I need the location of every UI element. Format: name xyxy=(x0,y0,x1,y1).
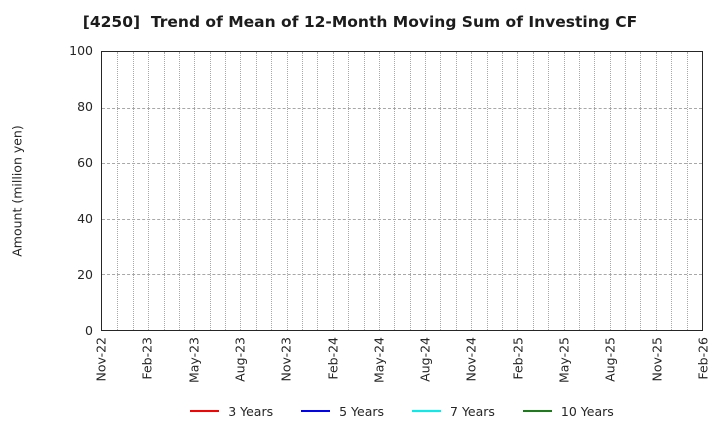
legend-line-swatch xyxy=(190,409,220,413)
x-tick-label: Nov-23 xyxy=(278,337,294,382)
legend-item-label: 7 Years xyxy=(450,403,495,419)
vertical-gridline xyxy=(302,52,303,330)
x-tick-label: Aug-23 xyxy=(232,337,248,382)
vertical-gridline xyxy=(178,52,180,330)
vertical-gridline xyxy=(455,52,457,330)
x-tick-label: Feb-24 xyxy=(325,337,341,380)
plot-area xyxy=(101,51,703,331)
vertical-gridline xyxy=(532,52,534,330)
x-tick-label: Feb-25 xyxy=(510,337,526,380)
vertical-gridline xyxy=(425,52,427,330)
chart-title: [4250] Trend of Mean of 12-Month Moving … xyxy=(82,13,638,31)
legend-item: 5 Years xyxy=(301,404,384,419)
vertical-gridline xyxy=(578,52,580,330)
vertical-gridline xyxy=(317,52,319,330)
vertical-gridline xyxy=(255,52,257,330)
vertical-gridline xyxy=(225,52,227,330)
y-tick-label: 40 xyxy=(77,211,93,226)
horizontal-gridline xyxy=(102,163,702,165)
legend-line-swatch xyxy=(412,409,442,413)
legend-item: 3 Years xyxy=(190,404,273,419)
vertical-gridline xyxy=(594,52,596,330)
legend-item-label: 10 Years xyxy=(560,403,614,419)
horizontal-gridline xyxy=(102,218,702,220)
x-tick-label: May-25 xyxy=(556,337,572,384)
x-tick-label: Nov-24 xyxy=(463,337,479,382)
vertical-gridline xyxy=(548,52,550,330)
x-tick-label: Feb-26 xyxy=(695,337,711,380)
legend: 3 Years 5 Years 7 Years 10 Years xyxy=(101,402,703,420)
legend-item: 10 Years xyxy=(522,403,614,419)
legend-line-swatch xyxy=(301,409,331,413)
vertical-gridline xyxy=(194,52,196,330)
x-tick-label: Aug-24 xyxy=(417,337,433,382)
vertical-gridline xyxy=(440,52,442,330)
vertical-gridline xyxy=(409,52,411,330)
vertical-gridline xyxy=(117,52,119,330)
x-tick-label: Nov-25 xyxy=(649,337,665,382)
y-tick-label: 60 xyxy=(77,155,93,170)
legend-item: 7 Years xyxy=(412,404,495,419)
x-tick-label: Feb-23 xyxy=(139,337,155,380)
vertical-gridline xyxy=(271,52,273,330)
vertical-gridline xyxy=(240,52,242,330)
vertical-gridline xyxy=(378,52,380,330)
vertical-gridline xyxy=(625,52,627,330)
vertical-gridline xyxy=(609,52,611,330)
vertical-gridline xyxy=(209,52,211,330)
vertical-gridline xyxy=(486,52,488,330)
vertical-gridline xyxy=(148,52,150,330)
vertical-gridline xyxy=(686,52,688,330)
vertical-gridline xyxy=(132,52,134,330)
y-tick-label: 100 xyxy=(69,43,93,58)
vertical-gridline xyxy=(517,52,519,330)
vertical-gridline xyxy=(286,52,288,330)
vertical-gridline xyxy=(655,52,657,330)
vertical-gridline xyxy=(394,52,396,330)
legend-item-label: 5 Years xyxy=(339,403,385,419)
vertical-gridline xyxy=(563,52,565,330)
x-tick-label: Aug-25 xyxy=(602,337,618,382)
vertical-gridline xyxy=(332,52,334,330)
y-tick-label: 0 xyxy=(85,323,93,338)
x-tick-label: Nov-22 xyxy=(93,337,109,382)
x-tick-label: May-24 xyxy=(371,337,387,384)
vertical-gridline xyxy=(502,52,503,330)
horizontal-gridline xyxy=(102,107,702,109)
vertical-gridline xyxy=(640,52,642,330)
vertical-gridline xyxy=(671,52,673,330)
legend-item-label: 3 Years xyxy=(228,403,274,419)
vertical-gridline xyxy=(363,52,365,330)
horizontal-gridline xyxy=(102,274,702,276)
y-tick-label: 20 xyxy=(77,267,93,282)
legend-line-swatch xyxy=(522,409,552,413)
vertical-gridline xyxy=(471,52,473,330)
vertical-gridline xyxy=(163,52,165,330)
x-tick-label: May-23 xyxy=(186,337,202,384)
vertical-gridline xyxy=(348,52,350,330)
y-axis-label: Amount (million yen) xyxy=(9,125,25,257)
y-tick-label: 80 xyxy=(77,99,93,114)
